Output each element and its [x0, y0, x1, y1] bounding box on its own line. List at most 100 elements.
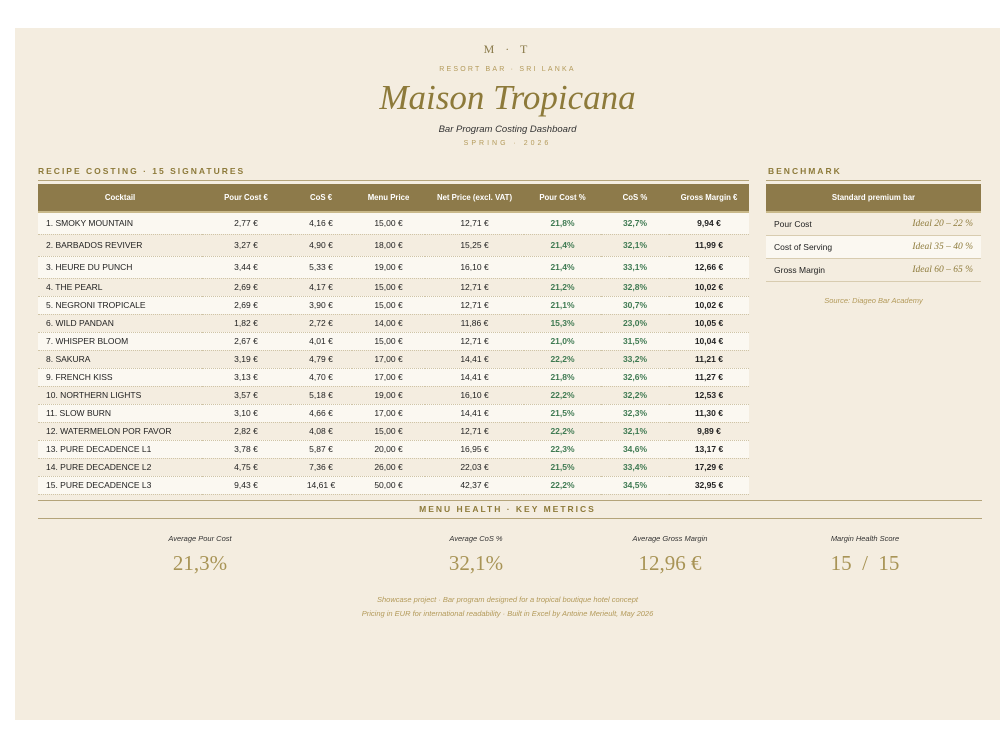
metric-avg-gross-margin: Average Gross Margin 12,96 €	[585, 534, 755, 576]
benchmark-source: Source: Diageo Bar Academy	[824, 296, 923, 305]
table-cell: 11,27 €	[669, 368, 749, 387]
metric-label: Average Gross Margin	[632, 534, 708, 543]
table-cell: 4,70 €	[290, 368, 352, 387]
table-cell: 2,69 €	[202, 278, 290, 297]
table-cell: 16,10 €	[425, 256, 524, 279]
table-cell: 2,69 €	[202, 296, 290, 315]
table-cell: 12,71 €	[425, 332, 524, 351]
metrics-rule-top	[38, 500, 982, 501]
table-cell: 12,71 €	[425, 296, 524, 315]
table-cell: 2,72 €	[290, 314, 352, 333]
table-cell: 32,3%	[601, 404, 669, 423]
table-cell: 21,1%	[524, 296, 601, 315]
table-cell: 3,78 €	[202, 440, 290, 459]
table-cell: 12. WATERMELON POR FAVOR	[38, 422, 202, 441]
recipe-section-title: RECIPE COSTING · 15 SIGNATURES	[38, 166, 246, 176]
metric-value: 12,96 €	[638, 551, 702, 575]
table-cell: 14,61 €	[290, 476, 352, 495]
column-header: CoS %	[601, 184, 669, 213]
table-cell: 15. PURE DECADENCE L3	[38, 476, 202, 495]
table-cell: 2,77 €	[202, 212, 290, 235]
table-cell: 26,00 €	[352, 458, 425, 477]
benchmark-table: Standard premium bar Pour Cost Ideal 20 …	[766, 184, 981, 282]
table-cell: 17,29 €	[669, 458, 749, 477]
table-row: 13. PURE DECADENCE L1 3,78 €5,87 €20,00 €…	[38, 440, 749, 459]
table-cell: 8. SAKURA	[38, 350, 202, 369]
table-cell: 11,99 €	[669, 234, 749, 257]
benchmark-section-title: BENCHMARK	[768, 166, 842, 176]
table-cell: 4,17 €	[290, 278, 352, 297]
table-cell: 15,00 €	[352, 332, 425, 351]
table-cell: 15,3%	[524, 314, 601, 333]
table-cell: 1,82 €	[202, 314, 290, 333]
table-cell: 23,0%	[601, 314, 669, 333]
metric-margin-health-score: Margin Health Score 15 / 15	[780, 534, 950, 576]
table-cell: 5. NEGRONI TROPICALE	[38, 296, 202, 315]
table-cell: 2. BARBADOS REVIVER	[38, 234, 202, 257]
metrics-section-title: MENU HEALTH · KEY METRICS	[419, 504, 596, 514]
column-header: Gross Margin €	[669, 184, 749, 213]
table-cell: 17,00 €	[352, 368, 425, 387]
table-cell: 7,36 €	[290, 458, 352, 477]
table-cell: 13,17 €	[669, 440, 749, 459]
metric-avg-pour-cost: Average Pour Cost 21,3%	[115, 534, 285, 576]
table-cell: 15,00 €	[352, 212, 425, 235]
benchmark-value: Ideal 35 – 40 %	[912, 242, 973, 252]
table-cell: 12,66 €	[669, 256, 749, 279]
metric-value: 32,1%	[448, 551, 504, 575]
table-cell: 22,2%	[524, 386, 601, 405]
benchmark-row: Pour Cost Ideal 20 – 22 %	[766, 213, 981, 236]
table-cell: 22,3%	[524, 440, 601, 459]
table-cell: 30,7%	[601, 296, 669, 315]
table-cell: 16,95 €	[425, 440, 524, 459]
table-cell: 34,6%	[601, 440, 669, 459]
table-cell: 32,95 €	[669, 476, 749, 495]
table-cell: 21,4%	[524, 256, 601, 279]
benchmark-header: Standard premium bar	[766, 184, 981, 213]
page-title: Maison Tropicana	[379, 78, 636, 117]
table-cell: 3,10 €	[202, 404, 290, 423]
table-cell: 31,5%	[601, 332, 669, 351]
table-cell: 32,6%	[601, 368, 669, 387]
table-cell: 14,00 €	[352, 314, 425, 333]
table-cell: 12,53 €	[669, 386, 749, 405]
table-cell: 22,2%	[524, 422, 601, 441]
table-cell: 3,44 €	[202, 256, 290, 279]
table-cell: 33,1%	[601, 256, 669, 279]
metric-value: 21,3%	[172, 551, 228, 575]
table-cell: 11,86 €	[425, 314, 524, 333]
table-cell: 10. NORTHERN LIGHTS	[38, 386, 202, 405]
table-cell: 33,4%	[601, 458, 669, 477]
table-cell: 32,1%	[601, 234, 669, 257]
table-cell: 15,25 €	[425, 234, 524, 257]
table-cell: 22,2%	[524, 476, 601, 495]
table-cell: 32,2%	[601, 386, 669, 405]
table-cell: 14. PURE DECADENCE L2	[38, 458, 202, 477]
benchmark-value: Ideal 20 – 22 %	[912, 219, 973, 229]
metric-value: 15 / 15	[830, 551, 900, 575]
table-row: 12. WATERMELON POR FAVOR 2,82 €4,08 €15,0…	[38, 422, 749, 441]
table-row: 4. THE PEARL 2,69 €4,17 €15,00 €12,71 €21…	[38, 278, 749, 297]
table-cell: 19,00 €	[352, 386, 425, 405]
table-cell: 20,00 €	[352, 440, 425, 459]
table-cell: 4,66 €	[290, 404, 352, 423]
table-cell: 18,00 €	[352, 234, 425, 257]
table-cell: 5,18 €	[290, 386, 352, 405]
table-cell: 3,27 €	[202, 234, 290, 257]
column-header: Pour Cost %	[524, 184, 601, 213]
table-cell: 3,57 €	[202, 386, 290, 405]
table-cell: 15,00 €	[352, 296, 425, 315]
table-cell: 4. THE PEARL	[38, 278, 202, 297]
table-cell: 33,2%	[601, 350, 669, 369]
benchmark-label: Pour Cost	[774, 219, 812, 229]
table-cell: 10,02 €	[669, 278, 749, 297]
table-cell: 1. SMOKY MOUNTAIN	[38, 212, 202, 235]
table-cell: 34,5%	[601, 476, 669, 495]
recipe-costing-table: Cocktail Pour Cost € CoS € Menu Price Net Pr…	[38, 184, 749, 495]
table-cell: 21,8%	[524, 212, 601, 235]
table-row: 11. SLOW BURN 3,10 €4,66 €17,00 €14,41 €2…	[38, 404, 749, 423]
table-row: 14. PURE DECADENCE L2 4,75 €7,36 €26,00 €…	[38, 458, 749, 477]
table-cell: 4,01 €	[290, 332, 352, 351]
table-cell: 21,5%	[524, 404, 601, 423]
table-cell: 32,1%	[601, 422, 669, 441]
